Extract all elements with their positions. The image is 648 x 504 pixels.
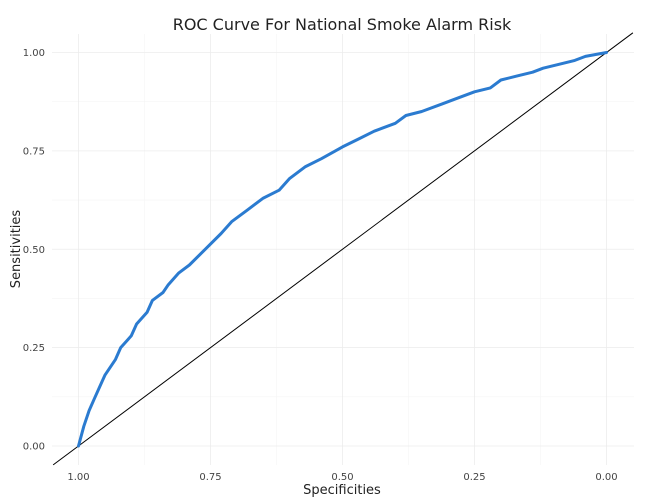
y-tick-label: 1.00: [23, 48, 45, 59]
y-tick-label: 0.50: [23, 245, 45, 256]
reference-diagonal-line: [52, 32, 634, 466]
grid: [52, 34, 634, 465]
x-tick-label: 0.50: [331, 472, 353, 483]
x-tick-label: 1.00: [67, 472, 89, 483]
roc-curve-line: [77, 51, 608, 448]
y-tick-label: 0.75: [23, 146, 45, 157]
y-tick-label: 0.00: [23, 442, 45, 453]
tick-labels: 1.00 0.75 0.50 0.25 0.00 0.00 0.25 0.50 0.75 1.00: [23, 48, 618, 483]
x-tick-label: 0.25: [463, 472, 485, 483]
x-tick-label: 0.75: [199, 472, 221, 483]
x-axis-title: Specificities: [303, 483, 381, 498]
chart-title: ROC Curve For National Smoke Alarm Risk: [173, 15, 512, 34]
y-tick-label: 0.25: [23, 343, 45, 354]
series-group: [52, 32, 634, 466]
x-tick-label: 0.00: [595, 472, 617, 483]
y-axis-title: Sensitivities: [9, 210, 24, 289]
